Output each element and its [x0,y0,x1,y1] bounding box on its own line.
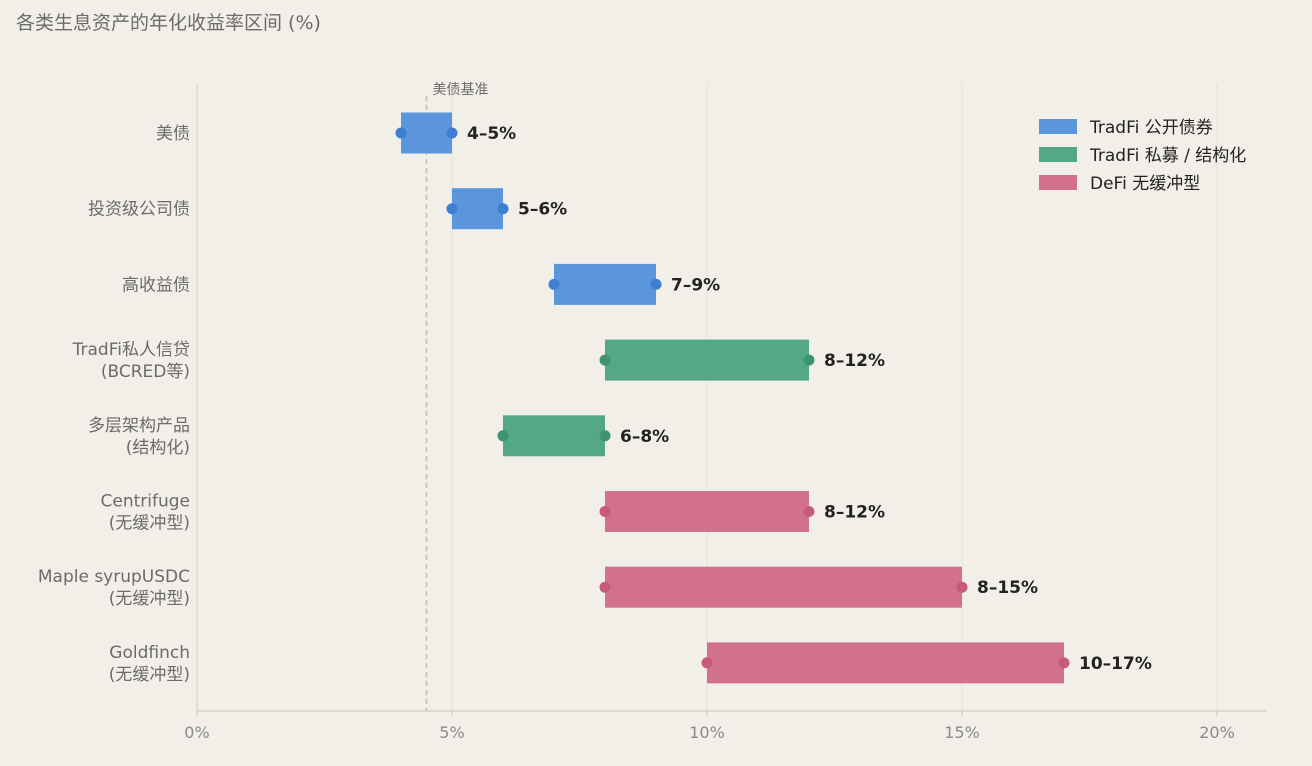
legend-entry: DeFi 无缓冲型 [1090,174,1200,194]
data-label: 10–17% [1079,654,1152,674]
x-tick-label: 5% [439,723,464,742]
range-high-dot [497,203,509,215]
x-tick-label: 15% [944,723,980,742]
legend-entry: TradFi 私募 / 结构化 [1089,146,1246,166]
legend: TradFi 公开债券 TradFi 私募 / 结构化 DeFi 无缓冲型 [1039,118,1246,194]
range-high-dot [803,506,815,517]
legend-swatch [1039,119,1077,134]
category-label: (无缓冲型) [109,665,190,685]
range-low-dot [701,657,713,669]
reference-line-label: 美债基准 [433,81,489,98]
range-bar [605,339,809,381]
range-bar [554,263,656,305]
category-label: 美债 [156,124,190,144]
data-label: 6–8% [620,427,669,447]
range-low-dot [548,278,560,290]
category-label: (无缓冲型) [109,514,190,534]
category-label: (结构化) [126,438,190,458]
x-tick-label: 20% [1199,723,1235,742]
range-bar [452,188,503,230]
x-tick-label: 0% [184,723,209,742]
legend-entry: TradFi 公开债券 [1089,118,1213,138]
range-low-dot [446,203,458,215]
range-bar [605,566,962,608]
data-label: 4–5% [467,124,516,144]
reference-layer: 美债基准 [425,81,489,711]
data-label: 8–12% [824,351,885,371]
range-high-dot [446,127,458,139]
category-label: Maple syrupUSDC [38,567,190,587]
range-bar [401,112,452,154]
legend-swatch [1039,147,1077,162]
range-high-dot [1058,657,1070,669]
axis-layer: 0% 5% 10% 15% 20% [184,84,1267,742]
category-label: 高收益债 [122,275,190,295]
range-bar [503,415,605,457]
range-low-dot [599,581,611,593]
category-label: 多层架构产品 [88,416,190,436]
category-label: TradFi私人信贷 [72,340,190,360]
range-low-dot [599,354,611,366]
range-bar [707,642,1064,684]
bar-layer: 4–5% 5–6% 7–9% 8–12% 6–8% 8–12% 8–15% 10–17% [395,112,1152,684]
chart-title: 各类生息资产的年化收益率区间 (%) [16,12,321,34]
range-low-dot [395,127,407,139]
category-label: (BCRED等) [101,362,190,382]
range-high-dot [599,430,611,442]
data-label: 7–9% [671,275,720,295]
range-high-dot [650,278,662,290]
category-label: 投资级公司债 [88,200,190,220]
category-label: Goldfinch [109,643,190,663]
range-low-dot [497,430,509,442]
range-high-dot [956,581,968,593]
range-bar [605,491,809,532]
x-tick-label: 10% [689,723,725,742]
category-label: (无缓冲型) [109,589,190,609]
category-label: Centrifuge [101,492,191,512]
data-label: 8–12% [824,503,885,523]
range-low-dot [599,506,611,517]
data-label: 8–15% [977,578,1038,598]
range-high-dot [803,354,815,366]
legend-swatch [1039,175,1077,190]
data-label: 5–6% [518,200,567,220]
